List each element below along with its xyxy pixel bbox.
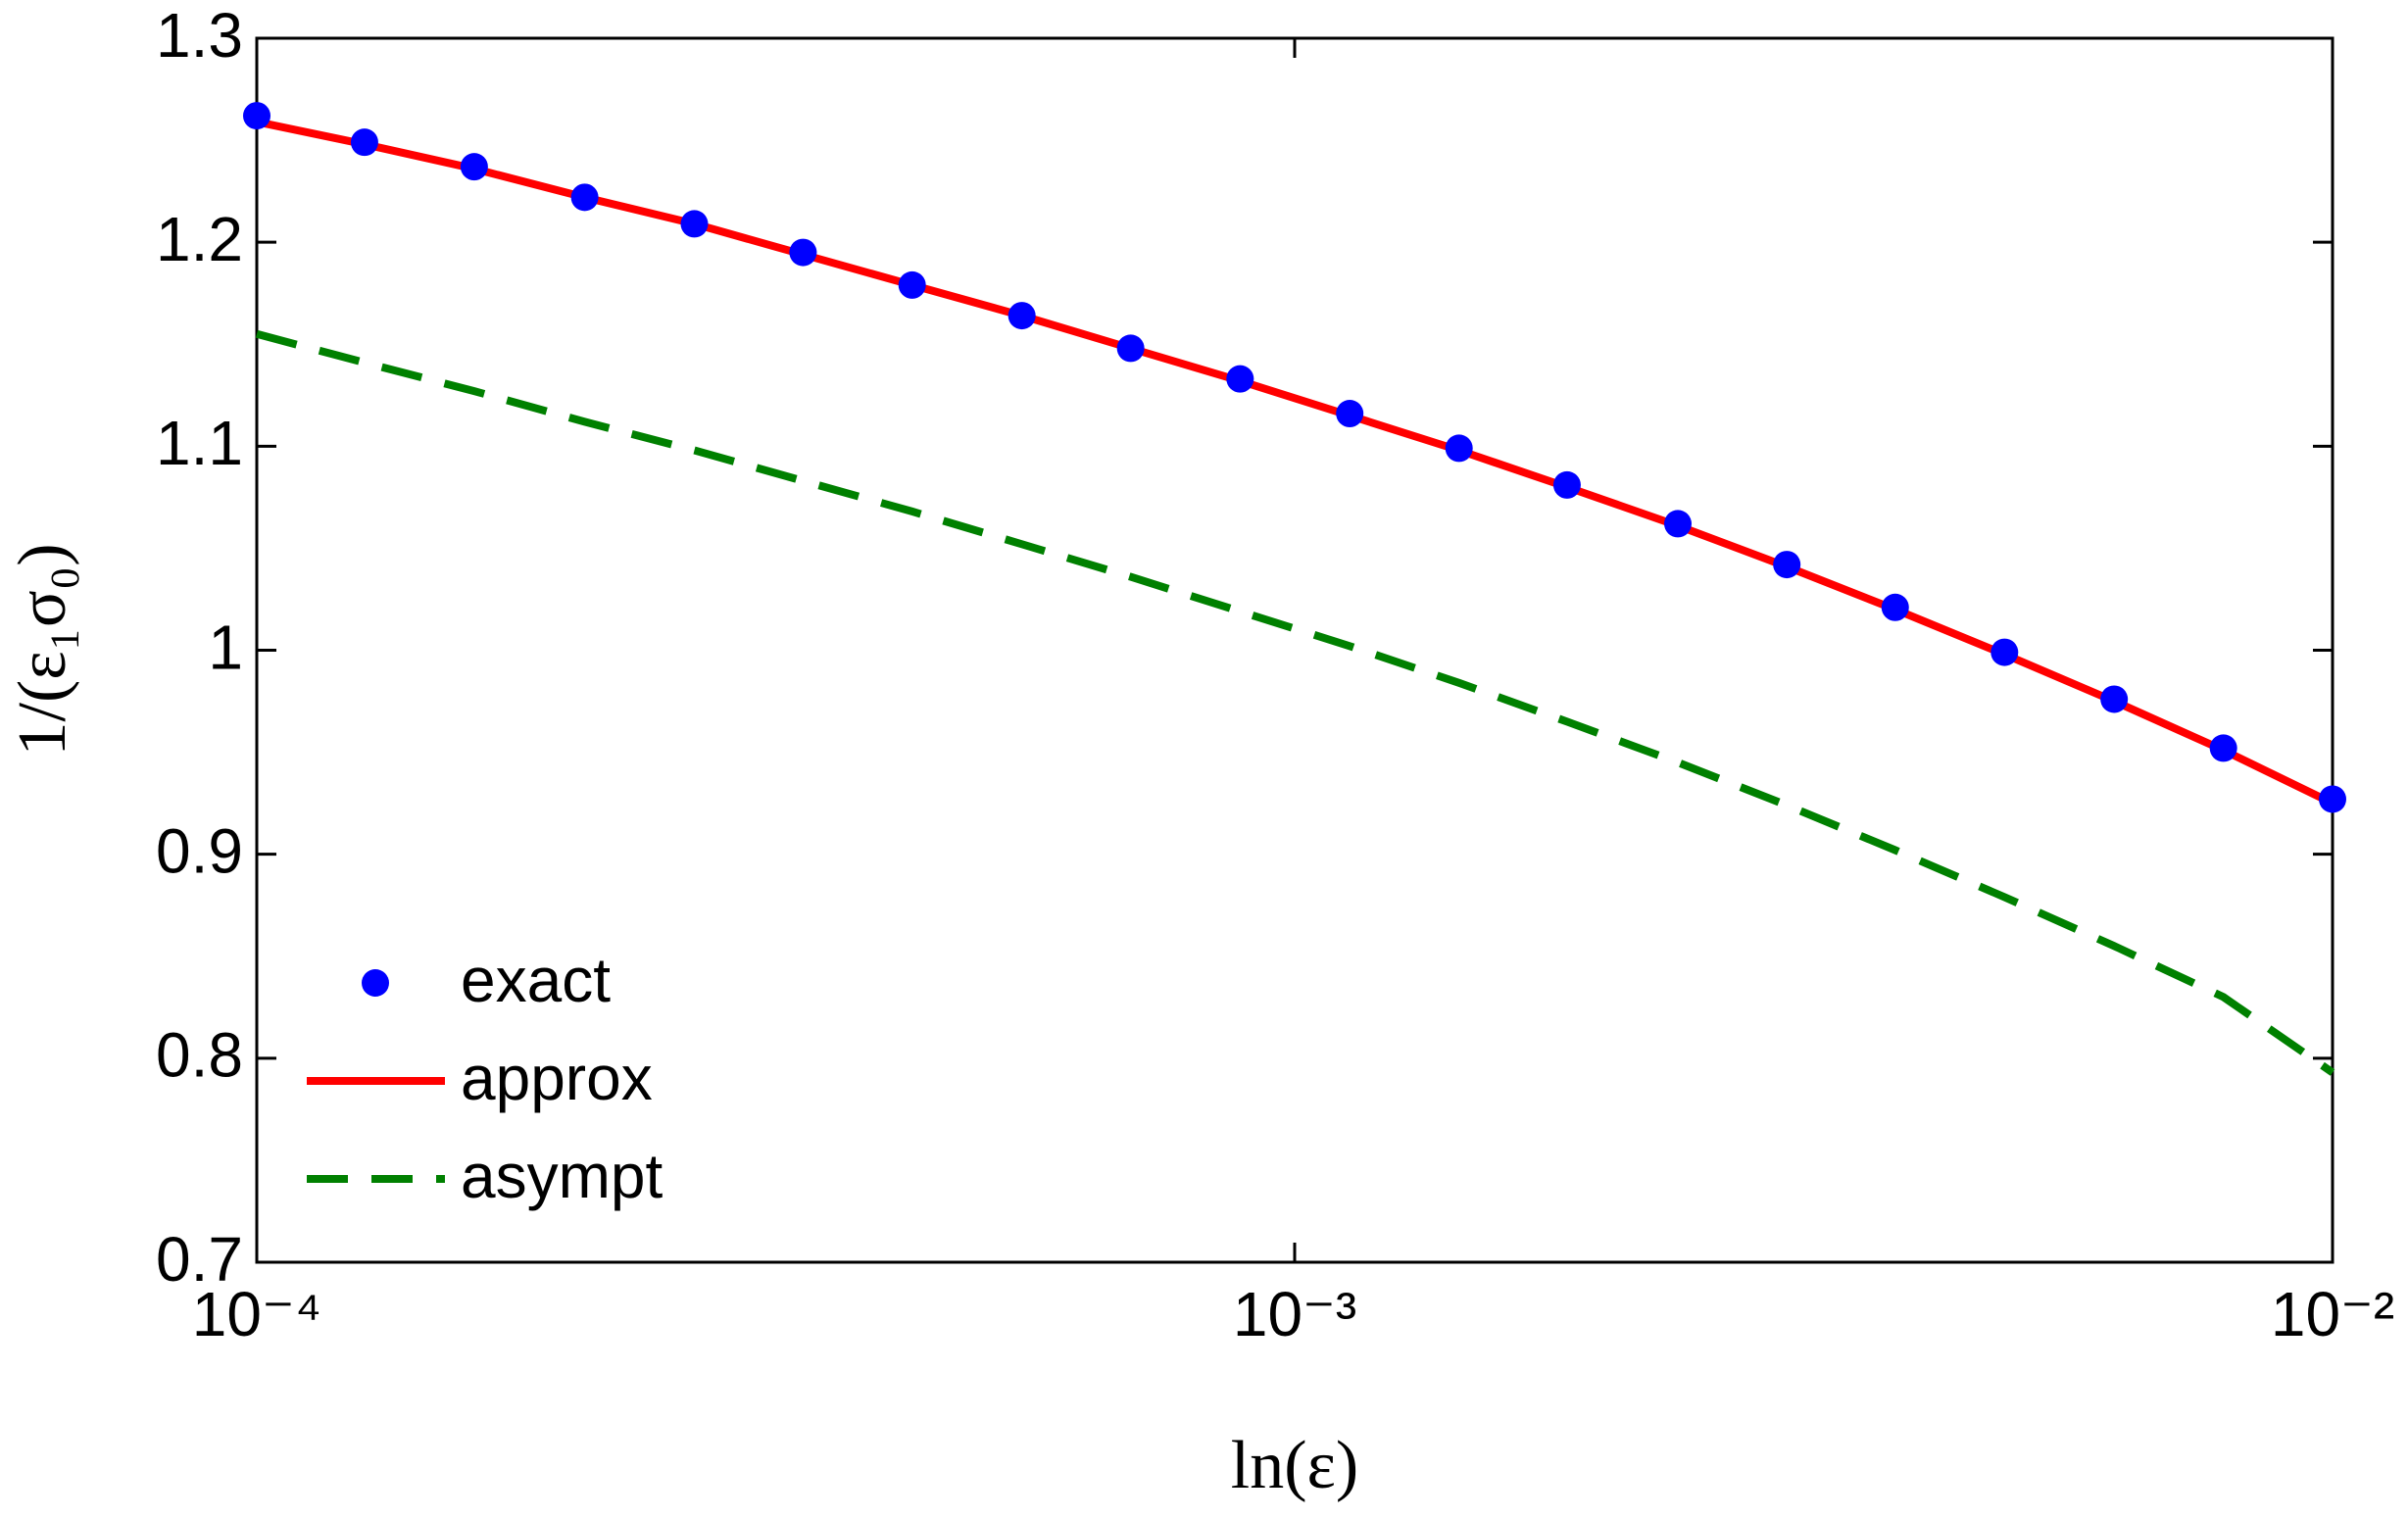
x-tick-label: 10⁻³ bbox=[1233, 1279, 1356, 1349]
data-point bbox=[1552, 470, 1581, 499]
x-tick-label: 10⁻⁴ bbox=[192, 1279, 321, 1349]
data-line bbox=[255, 329, 2335, 1076]
y-tick-label: 1.2 bbox=[156, 204, 243, 274]
y-tick-label: 1 bbox=[208, 612, 243, 682]
y-tick-label: 0.9 bbox=[156, 816, 243, 887]
data-point bbox=[2209, 734, 2237, 762]
data-point bbox=[243, 102, 270, 130]
data-point bbox=[1663, 510, 1692, 538]
legend-label: asympt bbox=[461, 1141, 663, 1211]
data-point bbox=[789, 238, 817, 267]
data-point bbox=[1881, 593, 1909, 621]
data-point bbox=[1116, 334, 1145, 363]
data-point bbox=[1445, 434, 1473, 463]
y-tick-label: 0.8 bbox=[156, 1020, 243, 1091]
data-point bbox=[570, 183, 599, 212]
x-tick-label: 10⁻² bbox=[2271, 1279, 2394, 1349]
data-point bbox=[1226, 365, 1254, 393]
data-point bbox=[898, 270, 926, 299]
data-point bbox=[2319, 785, 2346, 813]
legend-label: exact bbox=[461, 945, 611, 1015]
data-point bbox=[1007, 302, 1036, 330]
data-point bbox=[460, 153, 488, 181]
data-point bbox=[350, 128, 378, 157]
y-tick-label: 1.3 bbox=[156, 0, 243, 71]
y-tick-label: 0.7 bbox=[156, 1224, 243, 1295]
data-point bbox=[680, 210, 709, 238]
y-tick-label: 1.1 bbox=[156, 408, 243, 478]
data-point bbox=[1990, 638, 2019, 666]
plot-frame bbox=[255, 36, 2334, 1264]
legend-label: approx bbox=[461, 1043, 653, 1113]
x-axis-title: ln(ε) bbox=[1231, 1428, 1358, 1503]
y-axis-title: 1/(ε₁σ₀) bbox=[5, 543, 80, 756]
data-line bbox=[256, 118, 2334, 808]
legend-marker bbox=[362, 969, 389, 997]
data-point bbox=[1773, 551, 1801, 579]
data-point bbox=[1336, 400, 1364, 428]
data-point bbox=[2100, 685, 2129, 713]
